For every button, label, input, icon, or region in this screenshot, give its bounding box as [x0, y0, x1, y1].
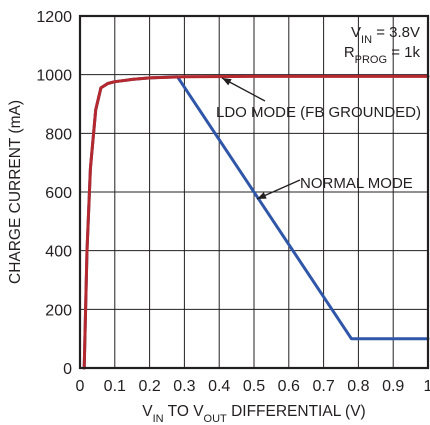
x-tick-label: 0.8 [347, 378, 369, 395]
x-tick-label: 0 [76, 378, 85, 395]
x-tick-label: 0.3 [173, 378, 195, 395]
x-tick-label: 0.1 [104, 378, 126, 395]
normal-mode-annotation: NORMAL MODE [300, 175, 413, 192]
rprog-condition: RPROG = 1k [344, 44, 421, 66]
x-tick-label: 1 [424, 378, 430, 395]
y-tick-label: 1000 [36, 68, 72, 85]
x-tick-label: 0.2 [138, 378, 160, 395]
x-axis-title: VIN TO VOUT DIFFERENTIAL (V) [142, 403, 365, 425]
plot-frame [78, 14, 430, 370]
y-tick-label: 1200 [36, 9, 72, 26]
normal-mode-leader-head [257, 192, 267, 199]
ldo-mode-leader-head [222, 78, 232, 86]
y-tick-label: 200 [45, 302, 72, 319]
y-tick-label: 800 [45, 126, 72, 143]
y-tick-label: 0 [63, 361, 72, 378]
x-tick-label: 0.7 [312, 378, 334, 395]
y-tick-label: 400 [45, 244, 72, 261]
y-axis-title: CHARGE CURRENT (mA) [7, 100, 24, 284]
x-tick-label: 0.5 [243, 378, 265, 395]
data-series [82, 74, 430, 370]
x-tick-label: 0.6 [278, 378, 300, 395]
ldo-mode-annotation: LDO MODE (FB GROUNDED) [216, 104, 421, 121]
x-tick-label: 0.9 [382, 378, 404, 395]
ldo-mode-line [82, 74, 430, 370]
annotation-leaders [221, 77, 301, 200]
x-tick-label: 0.4 [208, 378, 230, 395]
tick-labels: 0 0.1 0.2 0.3 0.4 0.5 0.6 0.7 0.8 0.9 1 0 200 400 600 8… [36, 9, 430, 395]
vin-condition: VIN = 3.8V [351, 24, 420, 46]
y-tick-label: 600 [45, 185, 72, 202]
